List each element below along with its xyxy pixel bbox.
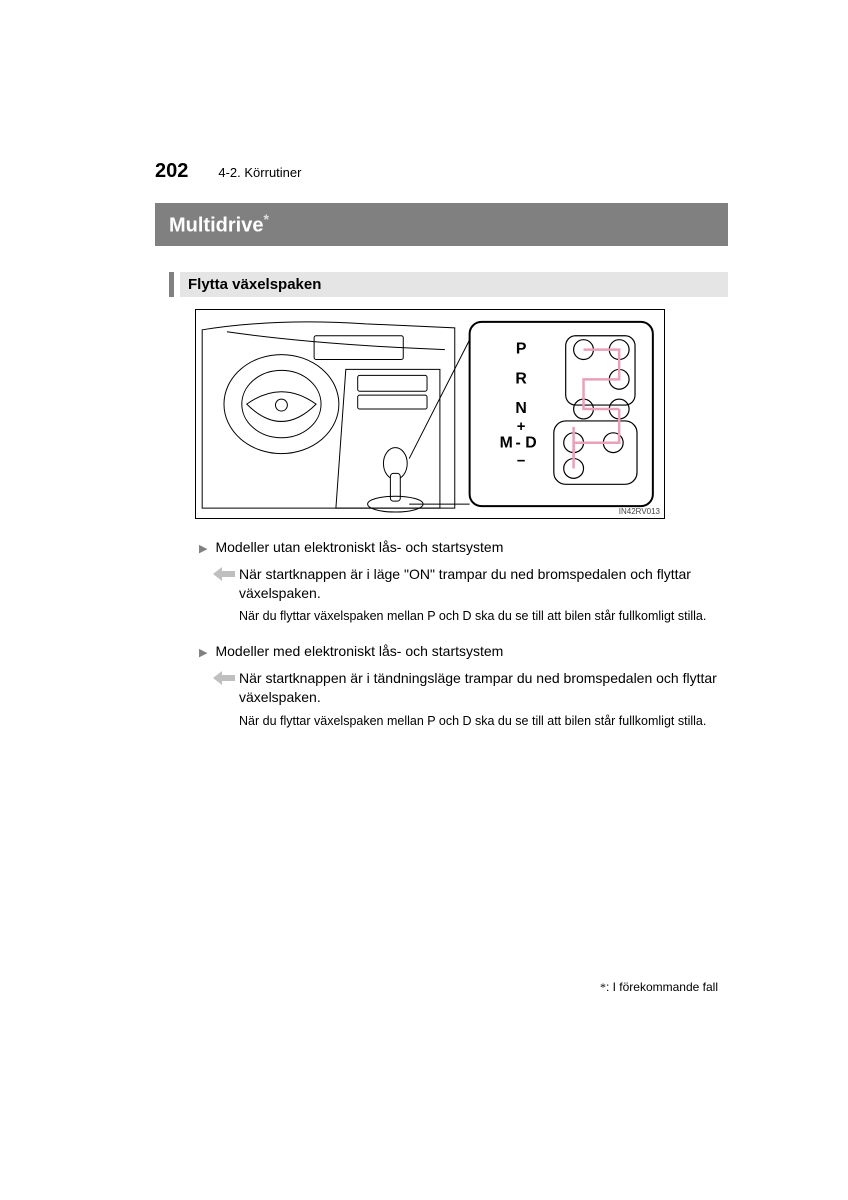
note-text: När du flyttar växelspaken mellan P och … [239, 608, 706, 625]
section-heading: Flytta växelspaken [169, 272, 728, 297]
dashboard-illustration: P R N + M - D − [196, 310, 664, 518]
section-heading-label: Flytta växelspaken [180, 272, 728, 297]
title-banner: Multidrive* [155, 203, 728, 246]
figure-code: IN42RV013 [619, 507, 660, 516]
footnote-text: : I förekommande fall [606, 980, 718, 994]
title-asterisk: * [263, 211, 268, 227]
title-text: Multidrive [169, 215, 263, 237]
arrow-paragraph: När startknappen är i läge "ON" trampar … [213, 565, 728, 603]
triangle-icon: ▶ [199, 542, 207, 555]
svg-text:-: - [516, 434, 521, 451]
arrow-left-icon [213, 567, 239, 586]
bullet-text: Modeller med elektroniskt lås- och start… [215, 643, 503, 659]
sub-note: När du flyttar växelspaken mellan P och … [239, 608, 728, 625]
svg-text:P: P [516, 340, 527, 357]
triangle-icon: ▶ [199, 646, 207, 659]
footnote: *: I förekommande fall [600, 980, 718, 995]
paragraph-text: När startknappen är i tändningsläge tram… [239, 669, 728, 707]
svg-text:−: − [517, 453, 526, 469]
paragraph-text: När startknappen är i läge "ON" trampar … [239, 565, 728, 603]
svg-text:+: + [517, 418, 526, 434]
bullet-line: ▶ Modeller med elektroniskt lås- och sta… [199, 643, 728, 659]
arrow-left-icon [213, 671, 239, 690]
svg-text:R: R [515, 370, 527, 387]
page-number: 202 [155, 160, 188, 183]
note-text: När du flyttar växelspaken mellan P och … [239, 713, 706, 730]
gear-shift-figure: P R N + M - D − [195, 309, 665, 519]
svg-text:N: N [515, 400, 526, 417]
svg-text:M: M [500, 434, 513, 451]
bullet-line: ▶ Modeller utan elektroniskt lås- och st… [199, 539, 728, 555]
sub-note: När du flyttar växelspaken mellan P och … [239, 713, 728, 730]
chapter-label: 4-2. Körrutiner [218, 165, 301, 180]
bullet-text: Modeller utan elektroniskt lås- och star… [215, 539, 503, 555]
arrow-paragraph: När startknappen är i tändningsläge tram… [213, 669, 728, 707]
svg-text:D: D [525, 434, 536, 451]
section-bar [169, 272, 174, 297]
